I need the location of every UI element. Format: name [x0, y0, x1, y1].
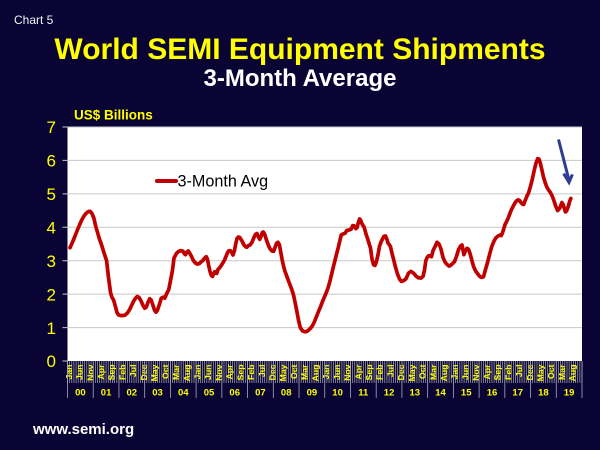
- svg-text:Dec: Dec: [139, 364, 149, 380]
- svg-text:Jan: Jan: [450, 365, 460, 380]
- svg-text:Sep: Sep: [364, 365, 374, 381]
- svg-text:17: 17: [512, 388, 523, 399]
- svg-text:01: 01: [101, 388, 112, 399]
- svg-text:6: 6: [47, 152, 56, 171]
- svg-text:Jan: Jan: [64, 365, 74, 380]
- svg-text:Nov: Nov: [343, 364, 353, 381]
- svg-text:Jul: Jul: [514, 365, 524, 378]
- svg-text:06: 06: [229, 388, 240, 399]
- svg-text:3-Month Avg: 3-Month Avg: [178, 173, 269, 191]
- svg-text:Oct: Oct: [546, 364, 556, 379]
- svg-text:Aug: Aug: [310, 365, 320, 382]
- svg-text:4: 4: [47, 219, 56, 238]
- svg-text:US$ Billions: US$ Billions: [74, 108, 153, 123]
- svg-text:14: 14: [435, 388, 446, 399]
- svg-text:08: 08: [281, 388, 292, 399]
- svg-text:7: 7: [47, 118, 56, 137]
- svg-text:Feb: Feb: [375, 365, 385, 380]
- svg-text:Sep: Sep: [107, 365, 117, 381]
- svg-text:2: 2: [47, 285, 56, 304]
- svg-text:11: 11: [358, 388, 369, 399]
- svg-text:Aug: Aug: [182, 365, 192, 382]
- svg-text:Apr: Apr: [96, 364, 106, 380]
- svg-text:Jun: Jun: [75, 365, 85, 380]
- svg-text:15: 15: [461, 388, 472, 399]
- svg-text:May: May: [278, 364, 288, 381]
- svg-text:Oct: Oct: [289, 364, 299, 379]
- svg-text:16: 16: [487, 388, 498, 399]
- svg-text:04: 04: [178, 388, 189, 399]
- svg-text:18: 18: [538, 388, 549, 399]
- svg-text:May: May: [536, 364, 546, 381]
- svg-text:Oct: Oct: [160, 364, 170, 379]
- svg-text:Mar: Mar: [428, 364, 438, 380]
- svg-text:Aug: Aug: [568, 365, 578, 382]
- svg-text:May: May: [407, 364, 417, 381]
- svg-text:5: 5: [47, 185, 56, 204]
- svg-text:May: May: [150, 364, 160, 381]
- svg-text:10: 10: [332, 388, 343, 399]
- svg-text:Sep: Sep: [493, 365, 503, 381]
- svg-text:12: 12: [384, 388, 395, 399]
- svg-text:09: 09: [307, 388, 318, 399]
- svg-text:Jul: Jul: [385, 365, 395, 378]
- svg-text:Sep: Sep: [235, 365, 245, 381]
- svg-text:Jun: Jun: [461, 365, 471, 380]
- svg-text:3: 3: [47, 252, 56, 271]
- svg-text:Nov: Nov: [214, 364, 224, 381]
- svg-text:Apr: Apr: [353, 364, 363, 380]
- svg-text:19: 19: [564, 388, 575, 399]
- svg-text:Jan: Jan: [193, 365, 203, 380]
- svg-text:03: 03: [152, 388, 163, 399]
- svg-text:Jun: Jun: [203, 365, 213, 380]
- svg-text:05: 05: [204, 388, 215, 399]
- svg-text:Feb: Feb: [118, 365, 128, 380]
- svg-text:Oct: Oct: [418, 364, 428, 379]
- svg-text:Nov: Nov: [85, 364, 95, 381]
- svg-text:Jul: Jul: [128, 365, 138, 378]
- svg-text:Jan: Jan: [321, 365, 331, 380]
- svg-text:Mar: Mar: [557, 364, 567, 380]
- svg-text:13: 13: [410, 388, 421, 399]
- svg-text:Jul: Jul: [257, 365, 267, 378]
- svg-text:Apr: Apr: [225, 364, 235, 380]
- svg-text:Mar: Mar: [300, 364, 310, 380]
- svg-text:Feb: Feb: [503, 365, 513, 380]
- svg-text:1: 1: [47, 319, 56, 338]
- svg-text:Dec: Dec: [396, 364, 406, 380]
- svg-text:Apr: Apr: [482, 364, 492, 380]
- svg-text:Dec: Dec: [525, 364, 535, 380]
- svg-text:02: 02: [127, 388, 138, 399]
- svg-text:07: 07: [255, 388, 266, 399]
- svg-text:Aug: Aug: [439, 365, 449, 382]
- svg-text:Dec: Dec: [268, 364, 278, 380]
- svg-text:Feb: Feb: [246, 365, 256, 380]
- svg-text:Jun: Jun: [332, 365, 342, 380]
- svg-text:0: 0: [47, 352, 56, 371]
- svg-text:Nov: Nov: [471, 364, 481, 381]
- svg-text:Mar: Mar: [171, 364, 181, 380]
- svg-text:00: 00: [75, 388, 86, 399]
